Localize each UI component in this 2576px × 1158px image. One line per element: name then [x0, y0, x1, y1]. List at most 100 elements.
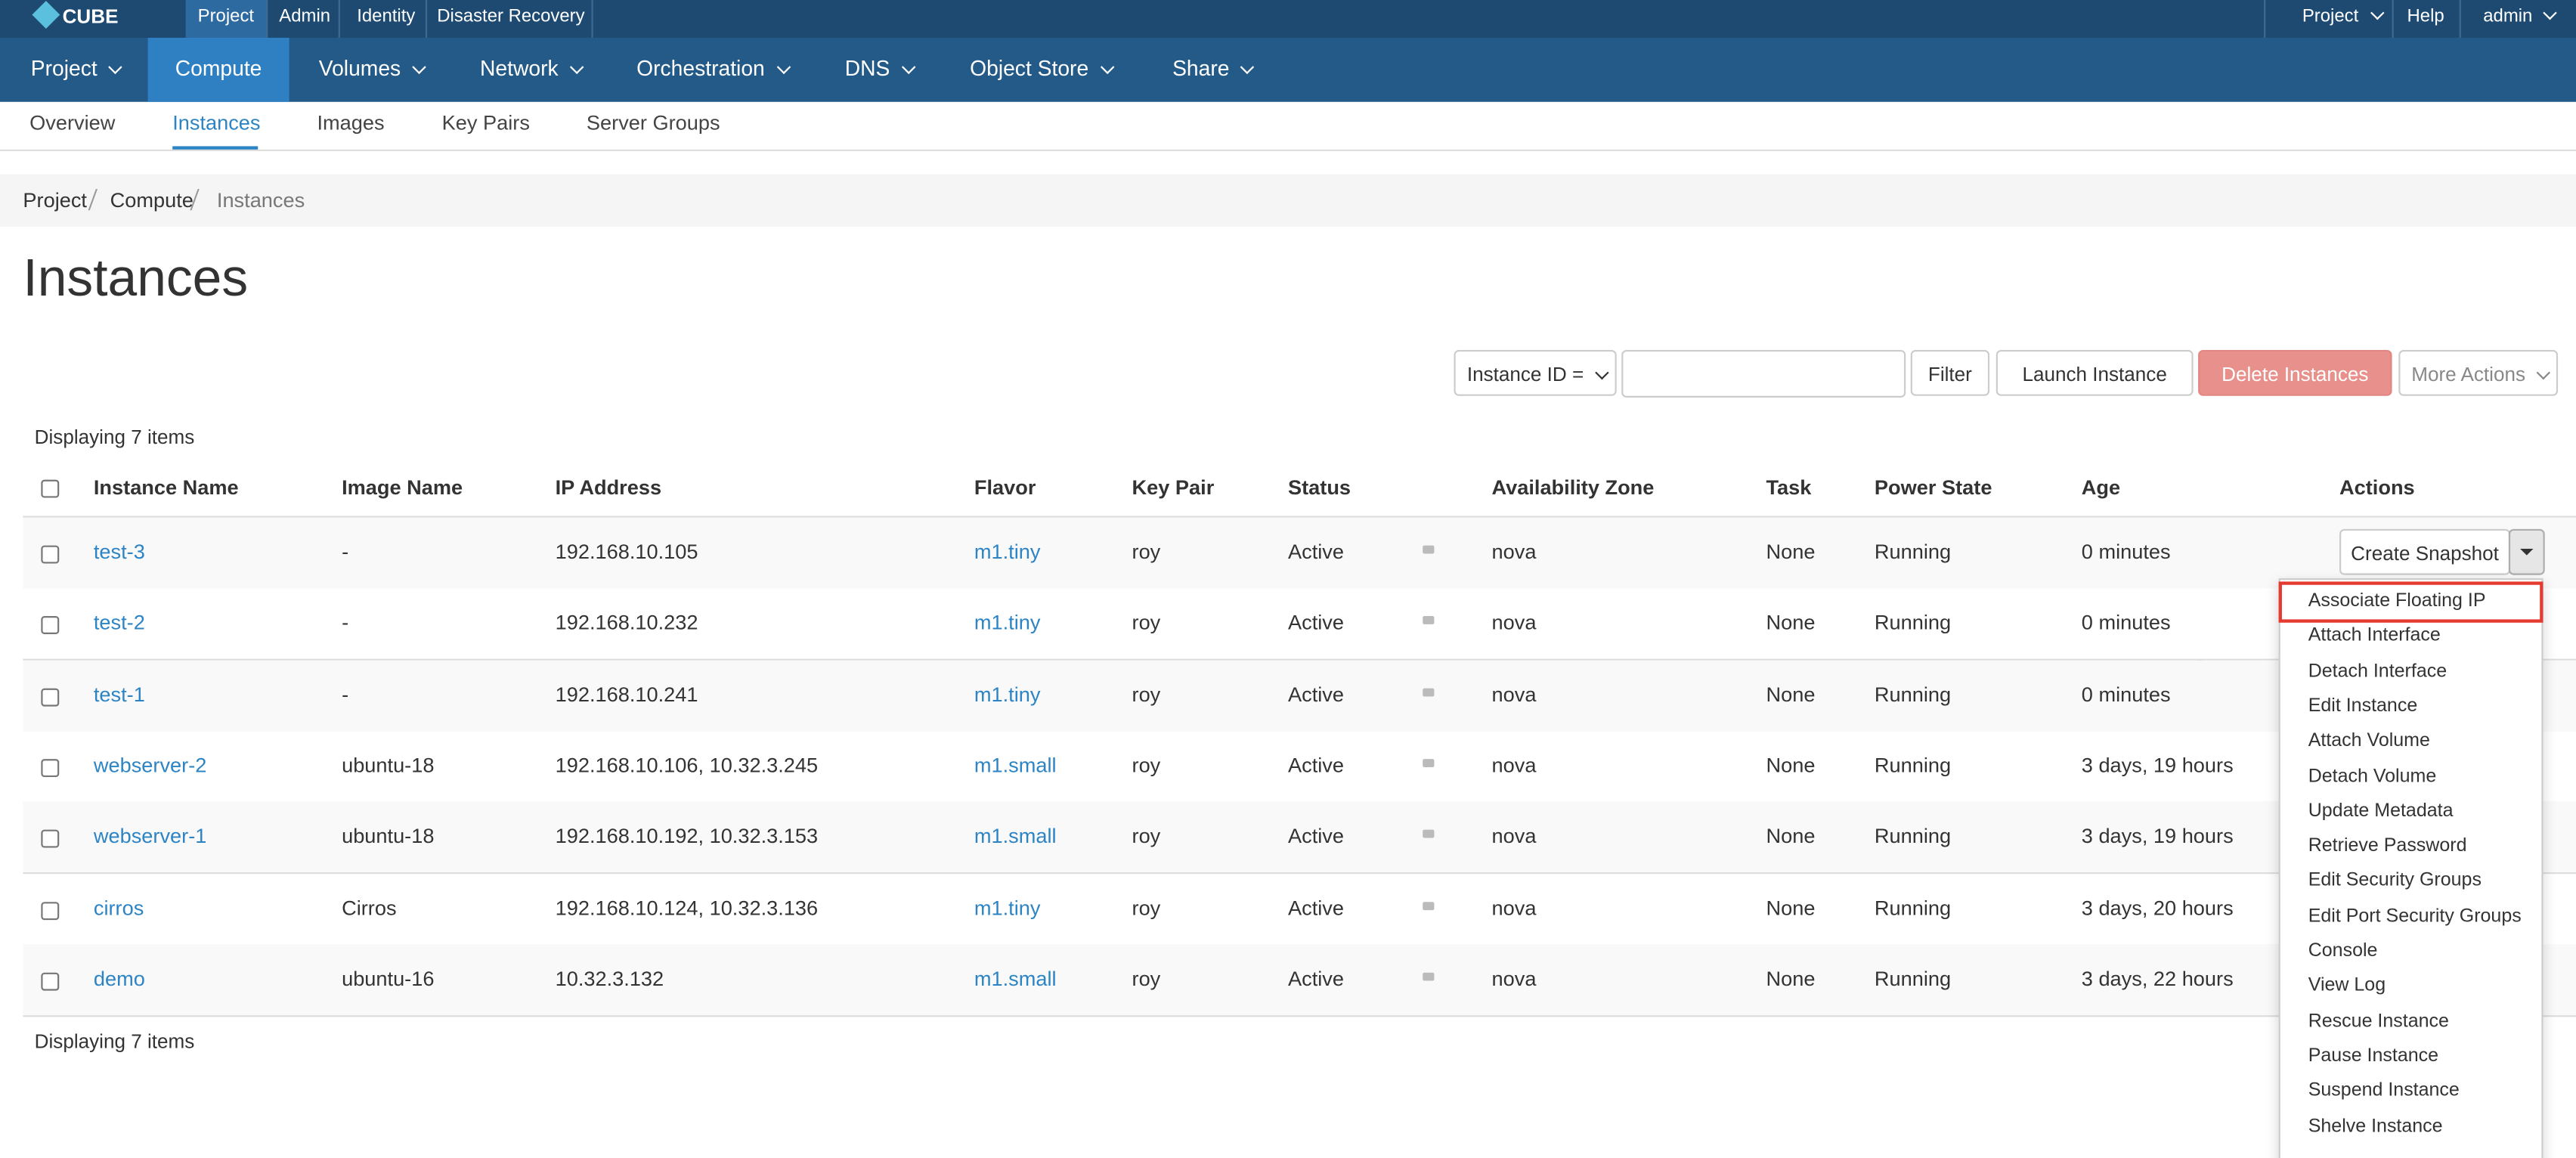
- row-checkbox[interactable]: [41, 972, 60, 991]
- row-action-button[interactable]: Create Snapshot: [2339, 528, 2511, 575]
- table-cell[interactable]: m1.tiny: [974, 612, 1041, 635]
- table-cell[interactable]: m1.small: [974, 825, 1057, 848]
- breadcrumb-item[interactable]: Compute: [110, 188, 194, 212]
- sub-nav-item[interactable]: Instances: [172, 111, 261, 135]
- brand: CUBE: [62, 5, 119, 28]
- main-nav-item[interactable]: DNS: [813, 38, 942, 102]
- filter-input[interactable]: [1621, 349, 1906, 398]
- menu-item[interactable]: Detach Interface: [2308, 661, 2448, 682]
- table-cell: 192.168.10.232: [555, 612, 698, 635]
- table-row: [23, 517, 2576, 590]
- instance-link[interactable]: cirros: [93, 896, 144, 920]
- table-cell: roy: [1132, 754, 1161, 777]
- main-nav-item[interactable]: Orchestration: [608, 38, 813, 102]
- main-nav-item[interactable]: Project: [0, 38, 148, 102]
- table-cell: None: [1766, 967, 1816, 991]
- action-menu: [2278, 578, 2543, 1158]
- more-button[interactable]: More Actions: [2398, 349, 2559, 396]
- menu-item[interactable]: Rescue Instance: [2308, 1011, 2449, 1032]
- table-cell: Running: [1874, 896, 1952, 920]
- table-cell: Active: [1288, 540, 1345, 564]
- row-checkbox[interactable]: [41, 687, 60, 706]
- row-checkbox[interactable]: [41, 545, 60, 564]
- top-nav-item[interactable]: Disaster Recovery: [430, 0, 593, 38]
- menu-item[interactable]: Pause Instance: [2308, 1046, 2439, 1067]
- filter-field[interactable]: Instance ID =: [1454, 349, 1617, 396]
- top-nav-item[interactable]: Admin: [271, 0, 340, 38]
- header-checkbox[interactable]: [41, 479, 60, 498]
- main-nav-item[interactable]: Compute: [175, 55, 262, 81]
- table-cell[interactable]: m1.tiny: [974, 540, 1041, 564]
- instance-link[interactable]: test-1: [93, 683, 145, 706]
- menu-item[interactable]: Edit Security Groups: [2308, 871, 2482, 891]
- table-cell: -: [342, 540, 349, 564]
- table-row: [23, 944, 2576, 1017]
- menu-item[interactable]: Console: [2308, 941, 2378, 961]
- table-cell: ubuntu-16: [342, 967, 435, 991]
- main-nav-item[interactable]: Volumes: [289, 38, 450, 102]
- table-cell: Active: [1288, 754, 1345, 777]
- sub-nav-item[interactable]: Server Groups: [586, 111, 720, 135]
- menu-item[interactable]: Associate Floating IP: [2308, 591, 2486, 612]
- delete-button[interactable]: Delete Instances: [2198, 349, 2392, 396]
- instance-link[interactable]: demo: [93, 967, 145, 991]
- row-checkbox[interactable]: [41, 758, 60, 777]
- table-cell: 3 days, 22 hours: [2081, 967, 2234, 991]
- menu-item[interactable]: Detach Volume: [2308, 766, 2437, 787]
- table-cell[interactable]: m1.tiny: [974, 896, 1041, 920]
- menu-item[interactable]: View Log: [2308, 976, 2386, 996]
- instance-link[interactable]: test-2: [93, 612, 145, 635]
- table-cell[interactable]: m1.tiny: [974, 683, 1041, 706]
- table-cell: 10.32.3.132: [555, 967, 664, 991]
- menu-item[interactable]: Attach Volume: [2308, 731, 2430, 751]
- menu-item[interactable]: Retrieve Password: [2308, 836, 2467, 856]
- table-row: [23, 802, 2576, 875]
- table-cell: Running: [1874, 683, 1952, 706]
- table-cell: Active: [1288, 967, 1345, 991]
- sub-nav-item[interactable]: Images: [317, 111, 385, 135]
- table-cell: Running: [1874, 967, 1952, 991]
- menu-item[interactable]: Edit Port Security Groups: [2308, 906, 2522, 927]
- column-header: IP Address: [555, 476, 662, 500]
- menu-item[interactable]: Attach Interface: [2308, 626, 2441, 646]
- column-header: Age: [2081, 476, 2121, 500]
- top-nav-right[interactable]: Help: [2392, 0, 2458, 38]
- column-header: Image Name: [342, 476, 463, 500]
- sub-nav-item[interactable]: Key Pairs: [441, 111, 530, 135]
- count-text: Displaying 7 items: [34, 1030, 195, 1054]
- table-cell: None: [1766, 896, 1816, 920]
- table-cell: Active: [1288, 612, 1345, 635]
- main-nav-item[interactable]: Object Store: [941, 38, 1137, 102]
- table-cell: roy: [1132, 825, 1161, 848]
- row-checkbox[interactable]: [41, 901, 60, 920]
- instance-link[interactable]: webserver-1: [93, 825, 207, 848]
- instance-link[interactable]: test-3: [93, 540, 145, 564]
- top-nav-active: [185, 0, 268, 38]
- row-checkbox[interactable]: [41, 616, 60, 635]
- menu-item[interactable]: Shelve Instance: [2308, 1116, 2443, 1136]
- row-checkbox[interactable]: [41, 830, 60, 848]
- top-nav-right[interactable]: admin: [2459, 0, 2574, 38]
- table-cell[interactable]: m1.small: [974, 967, 1057, 991]
- filter-button[interactable]: Filter: [1910, 349, 1990, 396]
- table-cell: -: [342, 683, 349, 706]
- table-cell: nova: [1491, 754, 1537, 777]
- highlight-box: [2278, 581, 2543, 623]
- table-cell: 0 minutes: [2081, 612, 2171, 635]
- menu-item[interactable]: Suspend Instance: [2308, 1081, 2460, 1101]
- main-nav-item[interactable]: Share: [1137, 38, 1285, 102]
- table-cell[interactable]: m1.small: [974, 754, 1057, 777]
- launch-button[interactable]: Launch Instance: [1995, 349, 2194, 396]
- table-cell: nova: [1491, 967, 1537, 991]
- top-nav-right[interactable]: Project: [2264, 0, 2415, 38]
- top-nav-item[interactable]: Identity: [347, 0, 428, 38]
- menu-item[interactable]: Update Metadata: [2308, 801, 2454, 822]
- row-action-toggle[interactable]: [2508, 528, 2545, 575]
- breadcrumb-item[interactable]: Project: [23, 188, 87, 212]
- instance-link[interactable]: webserver-2: [93, 754, 207, 777]
- main-nav-item[interactable]: Network: [450, 38, 608, 102]
- top-nav-item[interactable]: Project: [186, 0, 268, 38]
- menu-item[interactable]: Edit Instance: [2308, 696, 2418, 717]
- sub-nav-item[interactable]: Overview: [29, 111, 116, 135]
- table-cell: 192.168.10.105: [555, 540, 698, 564]
